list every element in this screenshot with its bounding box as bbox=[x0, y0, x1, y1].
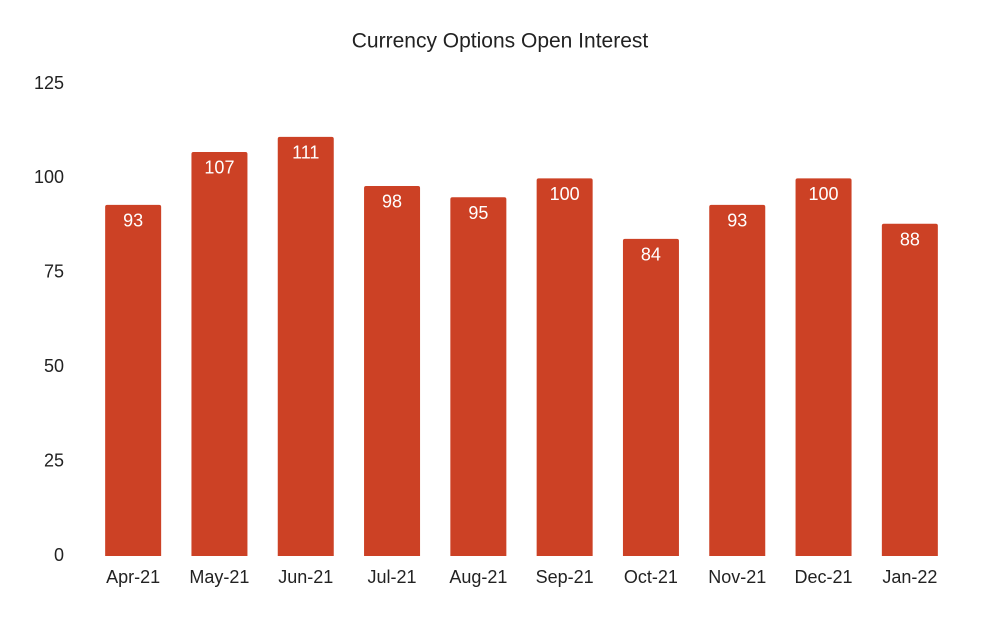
y-tick-label: 50 bbox=[44, 356, 64, 376]
value-label: 88 bbox=[900, 229, 920, 249]
x-tick-label: Dec-21 bbox=[795, 567, 853, 587]
bar bbox=[450, 197, 507, 556]
bar bbox=[364, 185, 421, 556]
value-label: 100 bbox=[809, 184, 839, 204]
x-tick-label: Jan-22 bbox=[882, 567, 937, 587]
value-label: 98 bbox=[382, 192, 402, 212]
value-label: 95 bbox=[468, 203, 488, 223]
value-label: 93 bbox=[727, 211, 747, 231]
x-tick-label: Jul-21 bbox=[368, 567, 417, 587]
x-tick-label: Nov-21 bbox=[708, 567, 766, 587]
x-tick-label: Aug-21 bbox=[449, 567, 507, 587]
value-label: 111 bbox=[292, 143, 319, 163]
bar bbox=[105, 204, 162, 556]
bar bbox=[709, 204, 766, 556]
bar bbox=[191, 151, 248, 556]
bar bbox=[277, 136, 334, 556]
y-tick-label: 25 bbox=[44, 450, 64, 470]
bar bbox=[881, 223, 938, 556]
x-tick-label: Apr-21 bbox=[106, 567, 160, 587]
y-tick-label: 75 bbox=[44, 262, 64, 282]
bar bbox=[536, 178, 593, 556]
value-label: 100 bbox=[550, 184, 580, 204]
chart-title: Currency Options Open Interest bbox=[352, 30, 649, 53]
x-tick-label: Oct-21 bbox=[624, 567, 678, 587]
y-tick-label: 125 bbox=[34, 73, 64, 93]
value-label: 107 bbox=[204, 158, 234, 178]
x-tick-label: Jun-21 bbox=[278, 567, 333, 587]
value-label: 84 bbox=[641, 245, 661, 265]
y-tick-label: 0 bbox=[54, 545, 64, 565]
bar bbox=[795, 178, 852, 556]
value-label: 93 bbox=[123, 211, 143, 231]
y-tick-label: 100 bbox=[34, 167, 64, 187]
bar bbox=[622, 238, 679, 557]
x-tick-label: Sep-21 bbox=[536, 567, 594, 587]
x-tick-label: May-21 bbox=[189, 567, 249, 587]
